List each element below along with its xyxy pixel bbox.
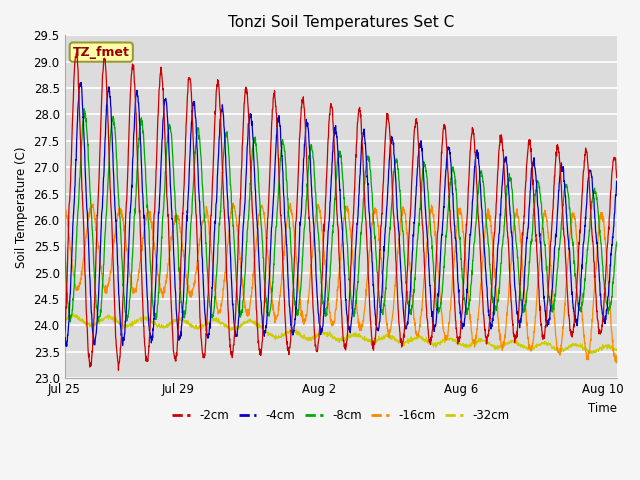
Text: TZ_fmet: TZ_fmet xyxy=(73,46,130,59)
Legend: -2cm, -4cm, -8cm, -16cm, -32cm: -2cm, -4cm, -8cm, -16cm, -32cm xyxy=(168,405,514,427)
X-axis label: Time: Time xyxy=(588,402,617,415)
Title: Tonzi Soil Temperatures Set C: Tonzi Soil Temperatures Set C xyxy=(228,15,454,30)
Y-axis label: Soil Temperature (C): Soil Temperature (C) xyxy=(15,146,28,267)
